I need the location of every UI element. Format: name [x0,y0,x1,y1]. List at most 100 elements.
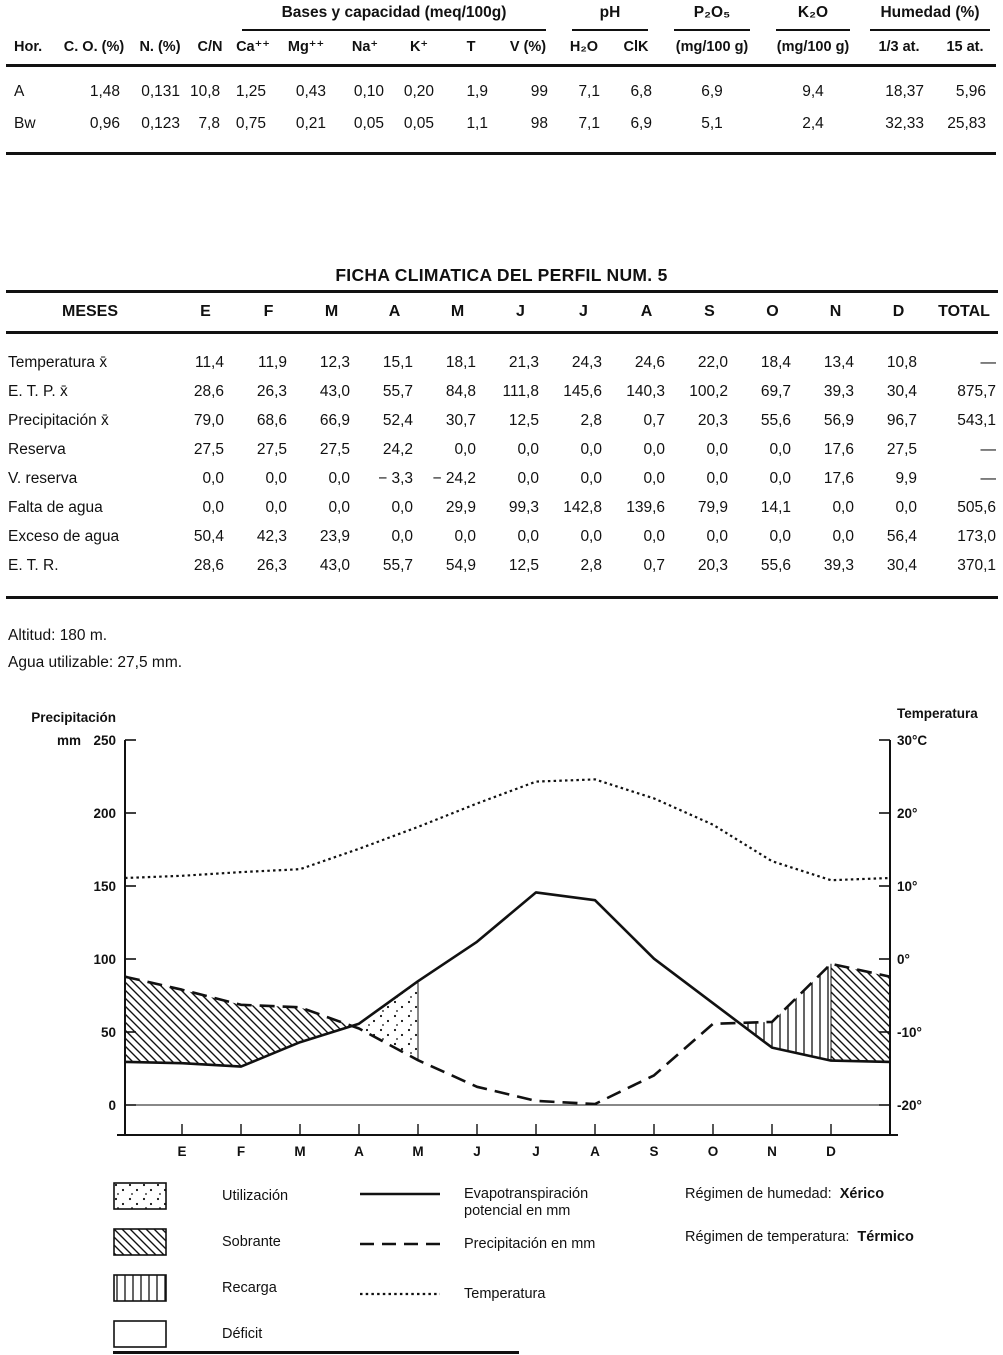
climate-row-total: 173,0 [957,527,996,545]
soil-cell: 6,8 [630,82,652,100]
climate-cell: 52,4 [382,411,413,429]
climate-cell: 0,0 [769,527,791,545]
axis-tick-label: 30°C [897,733,927,748]
soil-column-header: Mg⁺⁺ [287,39,325,55]
climate-cell: 66,9 [319,411,350,429]
climate-cell: 99,3 [508,498,539,516]
climate-cell: 17,6 [823,440,854,458]
climate-cell: 30,7 [445,411,476,429]
climate-table-body: Temperatura x̄ 11,4 11,9 12,3 15,1 18,1 21,3 24… [6,334,998,599]
soil-table-row: A 1,48 0,131 10,8 1,25 0,43 0,10 0,20 1,9 99 7,1 6,… [6,82,996,100]
month-label: F [237,1144,245,1159]
legend-line-label: Temperatura [464,1286,546,1302]
soil-group-header-row: Bases y capacidad (meq/100g) pH P₂O₅ K₂O… [6,4,996,31]
climate-cell: 24,3 [571,353,602,371]
climate-cell: 21,3 [508,353,539,371]
climate-cell: 0,0 [391,527,413,545]
climate-cell: 11,4 [194,353,224,371]
climate-cell: 15,1 [382,353,413,371]
soil-cell: 1,9 [466,82,488,100]
regime-note: Régimen de temperatura: Térmico [685,1229,914,1245]
regime-value: Xérico [839,1186,885,1202]
climate-cell: 11,9 [257,353,287,371]
climate-month-header: S [704,303,715,320]
climate-cell: 142,8 [563,498,602,516]
month-label: M [294,1144,305,1159]
soil-column-header: (mg/100 g) [675,39,749,55]
climate-cell: 30,4 [886,382,917,400]
axis-tick-label: 10° [897,879,917,894]
climate-cell: 96,7 [886,411,917,429]
climate-month-header: N [829,303,842,320]
notes-block: Altitud: 180 m. Agua utilizable: 27,5 mm… [8,622,182,676]
soil-cell: 18,37 [885,82,924,100]
climate-cell: 0,0 [580,440,602,458]
climate-month-header: E [200,303,211,320]
soil-cell: 98 [530,115,548,132]
climate-cell: 24,6 [634,353,665,371]
right-axis-title: Temperatura [897,706,978,721]
climate-month-header: A [640,303,653,320]
climate-row-total: — [980,440,997,458]
soil-column-header: ClK [623,39,649,55]
climate-cell: 18,4 [760,353,791,371]
soil-cell: 0,10 [353,82,384,100]
climate-cell: 56,9 [823,411,854,429]
climate-cell: 0,0 [202,469,224,487]
climate-cell: 39,3 [823,382,854,400]
soil-column-header: (mg/100 g) [776,39,850,55]
soil-bottom-rule [6,151,996,155]
climate-cell: 28,6 [193,382,224,400]
soil-column-header-row: Hor. C. O. (%) N. (%) C/N Ca⁺⁺ Mg⁺⁺ Na⁺ K⁺ T V (%… [6,40,996,55]
climate-cell: 0,0 [706,527,728,545]
climate-cell: 28,6 [193,556,224,574]
climate-cell: 14,1 [760,498,791,516]
climate-cell: 84,8 [445,382,476,400]
climate-cell: 54,9 [445,556,476,574]
legend-area-label: Recarga [222,1280,277,1296]
climate-month-header: A [388,303,401,320]
climate-table-row: Reserva 27,5 27,5 27,5 24,2 0,0 0,0 0,0 0,0 0,0 0,… [6,435,998,464]
climate-cell: 68,6 [256,411,287,429]
climate-cell: 55,7 [382,382,413,400]
soil-cell: 32,33 [885,115,924,132]
climate-cell: 30,4 [886,556,917,574]
climate-cell: 23,9 [319,527,350,545]
climate-cell: 12,3 [319,353,350,371]
climate-cell: 56,4 [886,527,917,545]
climate-header-meses: MESES [61,303,118,320]
soil-cell: 0,75 [235,115,266,132]
climate-cell: 12,5 [508,411,539,429]
area-vlines [739,963,831,1061]
climate-table-row: V. reserva 0,0 0,0 0,0 − 3,3 − 24,2 0,0 0,0 0,0 0… [6,464,998,493]
axis-tick-label: 200 [93,806,116,821]
climate-cell: 140,3 [626,382,665,400]
climate-month-header: M [324,303,339,320]
soil-cell: 1,1 [466,115,488,132]
climate-cell: 69,7 [760,382,791,400]
soil-column-header: 1/3 at. [878,39,920,55]
climate-cell: 0,0 [643,469,665,487]
group-header-p2o5: P₂O₅ [674,4,750,31]
legend-area-swatches: Utilización Sobrante Recarga Déficit [113,1182,288,1355]
soil-cell: 1,25 [235,82,266,100]
climate-cell: 39,3 [823,556,854,574]
climate-row-label: E. T. P. x̄ [8,382,68,400]
regime-label: Régimen de temperatura: [685,1229,850,1245]
soil-cell: 0,43 [295,82,326,100]
area-dots [351,981,418,1061]
climate-cell: 43,0 [319,382,350,400]
note-usable-water: Agua utilizable: 27,5 mm. [8,654,183,671]
soil-column-header: N. (%) [139,39,181,55]
group-header-humedad: Humedad (%) [870,4,990,31]
legend-line-label: Evapotranspiración potencial en mm [464,1186,589,1219]
climate-cell: 42,3 [256,527,287,545]
climate-cell: 20,3 [697,556,728,574]
area-diagonal [831,963,890,1062]
legend-line-label: Precipitación en mm [464,1236,596,1252]
climate-cell: 43,0 [319,556,350,574]
climate-row-label: Falta de agua [8,498,103,516]
climate-table-row: Temperatura x̄ 11,4 11,9 12,3 15,1 18,1 21,3 24… [6,348,998,377]
climate-cell: 0,7 [643,411,665,429]
climate-cell: 0,0 [643,440,665,458]
